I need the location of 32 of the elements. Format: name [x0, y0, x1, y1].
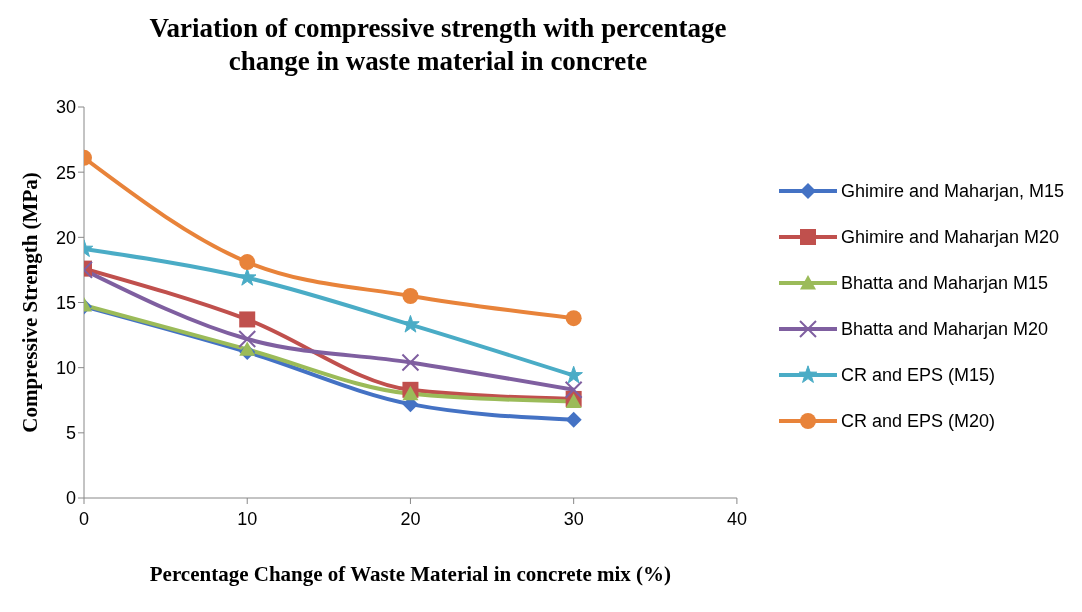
- point: [565, 411, 582, 428]
- x-tick-label: 40: [726, 508, 747, 529]
- point: [238, 329, 257, 348]
- point: [239, 254, 256, 271]
- legend-label: Ghimire and Maharjan M20: [840, 226, 1059, 248]
- y-tick-label: 0: [65, 488, 76, 509]
- point: [565, 310, 582, 327]
- y-tick-label: 10: [55, 358, 76, 379]
- point: [402, 287, 419, 304]
- point: [564, 380, 583, 399]
- legend-label: Ghimire and Maharjan, M15: [840, 180, 1064, 202]
- legend-label: Bhatta and Maharjan M20: [840, 318, 1049, 340]
- point: [239, 311, 256, 328]
- y-tick-label: 5: [65, 423, 76, 444]
- legend-label: CR and EPS (M20): [840, 410, 995, 432]
- point: [401, 353, 420, 372]
- x-tick-label: 0: [78, 508, 90, 529]
- legend-label: Bhatta and Maharjan M15: [840, 272, 1049, 294]
- x-tick-label: 30: [563, 508, 584, 529]
- y-tick-label: 20: [55, 227, 76, 248]
- x-tick-label: 20: [400, 508, 421, 529]
- legend-label: CR and EPS (M15): [840, 364, 995, 386]
- y-tick-label: 25: [55, 162, 76, 183]
- point: [402, 385, 419, 401]
- chart-title: Variation of compressive strength with percentage change in waste material in concrete: [148, 12, 728, 78]
- point: [239, 341, 256, 356]
- x-axis-title: Percentage Change of Waste Material in concrete mix (%): [149, 561, 672, 586]
- x-tick-label: 10: [237, 508, 258, 529]
- y-tick-label: 15: [55, 292, 76, 313]
- y-tick-label: 30: [55, 97, 76, 118]
- point: [237, 268, 257, 286]
- y-axis-title: Compressive Strength (MPa): [18, 172, 43, 433]
